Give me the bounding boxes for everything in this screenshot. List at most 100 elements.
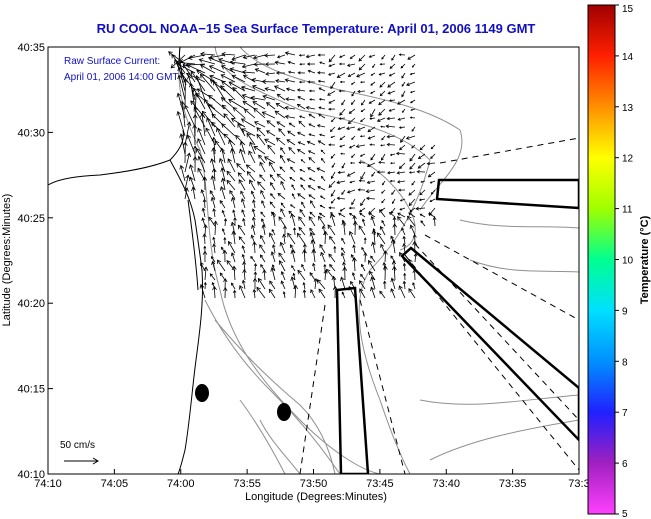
current-vector bbox=[308, 157, 316, 164]
current-vector-head bbox=[320, 149, 324, 153]
x-axis-label: Longitude (Degrees:Minutes) bbox=[245, 491, 387, 503]
current-vector-head bbox=[239, 148, 244, 154]
current-vector-head bbox=[223, 113, 228, 118]
current-vector-head bbox=[280, 280, 285, 285]
current-vector-head bbox=[266, 130, 271, 135]
current-vector-head bbox=[253, 107, 258, 113]
current-vector-head bbox=[292, 272, 296, 276]
current-vector-head bbox=[239, 140, 245, 146]
current-vector bbox=[231, 252, 236, 263]
current-vector bbox=[209, 190, 216, 200]
current-vector-head bbox=[250, 255, 254, 259]
current-vector bbox=[262, 224, 266, 236]
current-vector-head bbox=[349, 56, 353, 59]
current-vector-head bbox=[390, 238, 396, 244]
current-vector bbox=[290, 244, 296, 254]
current-vector bbox=[360, 153, 366, 157]
current-vector-head bbox=[208, 94, 213, 100]
current-vector-head bbox=[230, 148, 235, 153]
current-vector-head bbox=[226, 179, 231, 185]
current-vector-head bbox=[338, 117, 342, 120]
current-vector bbox=[232, 87, 246, 101]
current-vector-head bbox=[356, 73, 360, 78]
current-vector bbox=[411, 180, 416, 186]
current-vector-head bbox=[251, 224, 256, 229]
current-vector-head bbox=[360, 176, 364, 180]
current-vector bbox=[209, 273, 216, 281]
current-vector bbox=[202, 208, 206, 218]
current-vector bbox=[391, 54, 396, 61]
current-vector-head bbox=[213, 220, 218, 225]
current-vector-head bbox=[376, 170, 380, 174]
current-vector-head bbox=[262, 94, 268, 100]
current-vector bbox=[228, 241, 236, 254]
current-vector-head bbox=[360, 263, 364, 268]
current-vector bbox=[219, 200, 226, 209]
current-vector bbox=[271, 251, 276, 263]
current-vector bbox=[388, 90, 396, 94]
coastline bbox=[48, 47, 204, 474]
current-vector-head bbox=[371, 241, 376, 247]
current-vector-head bbox=[312, 262, 316, 267]
current-vector bbox=[336, 180, 346, 184]
current-vector-head bbox=[357, 188, 361, 192]
current-vector bbox=[357, 90, 366, 93]
current-vector bbox=[396, 152, 406, 155]
current-vector-head bbox=[399, 251, 404, 257]
current-vector-head bbox=[273, 85, 279, 90]
current-vector bbox=[231, 282, 236, 290]
current-vector bbox=[411, 126, 416, 132]
current-vector-head bbox=[327, 224, 332, 229]
current-vector-head bbox=[207, 104, 213, 109]
current-vector-head bbox=[407, 215, 412, 221]
current-vector-head bbox=[297, 96, 301, 100]
current-vector bbox=[370, 287, 376, 299]
current-vector bbox=[267, 144, 276, 155]
current-vector bbox=[297, 132, 306, 137]
current-vector bbox=[222, 104, 236, 119]
current-vector bbox=[291, 213, 296, 227]
current-vector bbox=[320, 195, 326, 200]
current-vector-head bbox=[168, 51, 173, 56]
current-vector-head bbox=[208, 216, 213, 221]
current-vector-head bbox=[297, 71, 301, 75]
current-vector-head bbox=[242, 261, 247, 266]
current-vector bbox=[362, 219, 366, 227]
current-vector bbox=[389, 108, 396, 112]
current-vector-head bbox=[220, 97, 226, 102]
x-tick-label: 74:10 bbox=[34, 478, 62, 490]
current-vector bbox=[178, 75, 186, 101]
y-axis-label: Latitude (Degrees:Minutes) bbox=[1, 194, 13, 327]
current-vector bbox=[337, 126, 346, 130]
current-vector bbox=[312, 263, 316, 272]
current-vector-head bbox=[351, 137, 354, 140]
current-vector bbox=[280, 242, 286, 254]
current-vector-head bbox=[203, 281, 207, 285]
current-vector-head bbox=[309, 227, 313, 232]
current-vector bbox=[247, 171, 256, 182]
current-vector-head bbox=[348, 110, 352, 114]
current-vector bbox=[372, 242, 376, 254]
x-tick-label: 73:55 bbox=[233, 478, 261, 490]
current-vector bbox=[286, 139, 296, 146]
current-vector-head bbox=[280, 154, 284, 159]
current-vector bbox=[339, 144, 346, 148]
current-vector bbox=[397, 171, 406, 174]
current-vector bbox=[298, 216, 306, 227]
current-vector-head bbox=[400, 65, 404, 69]
current-vector-head bbox=[330, 201, 334, 204]
annotation-line-1: Raw Surface Current: bbox=[64, 56, 160, 67]
current-vector-head bbox=[280, 180, 285, 185]
current-vector bbox=[213, 81, 226, 101]
current-vector-head bbox=[282, 291, 286, 295]
current-vector bbox=[180, 54, 196, 63]
current-vector-head bbox=[242, 217, 246, 222]
current-vector-head bbox=[253, 262, 258, 267]
current-vector-head bbox=[174, 58, 179, 64]
current-vector bbox=[299, 209, 306, 218]
current-vector bbox=[238, 179, 246, 191]
current-vector-head bbox=[378, 101, 382, 106]
current-vector-head bbox=[230, 118, 236, 123]
current-vector-head bbox=[378, 72, 382, 76]
